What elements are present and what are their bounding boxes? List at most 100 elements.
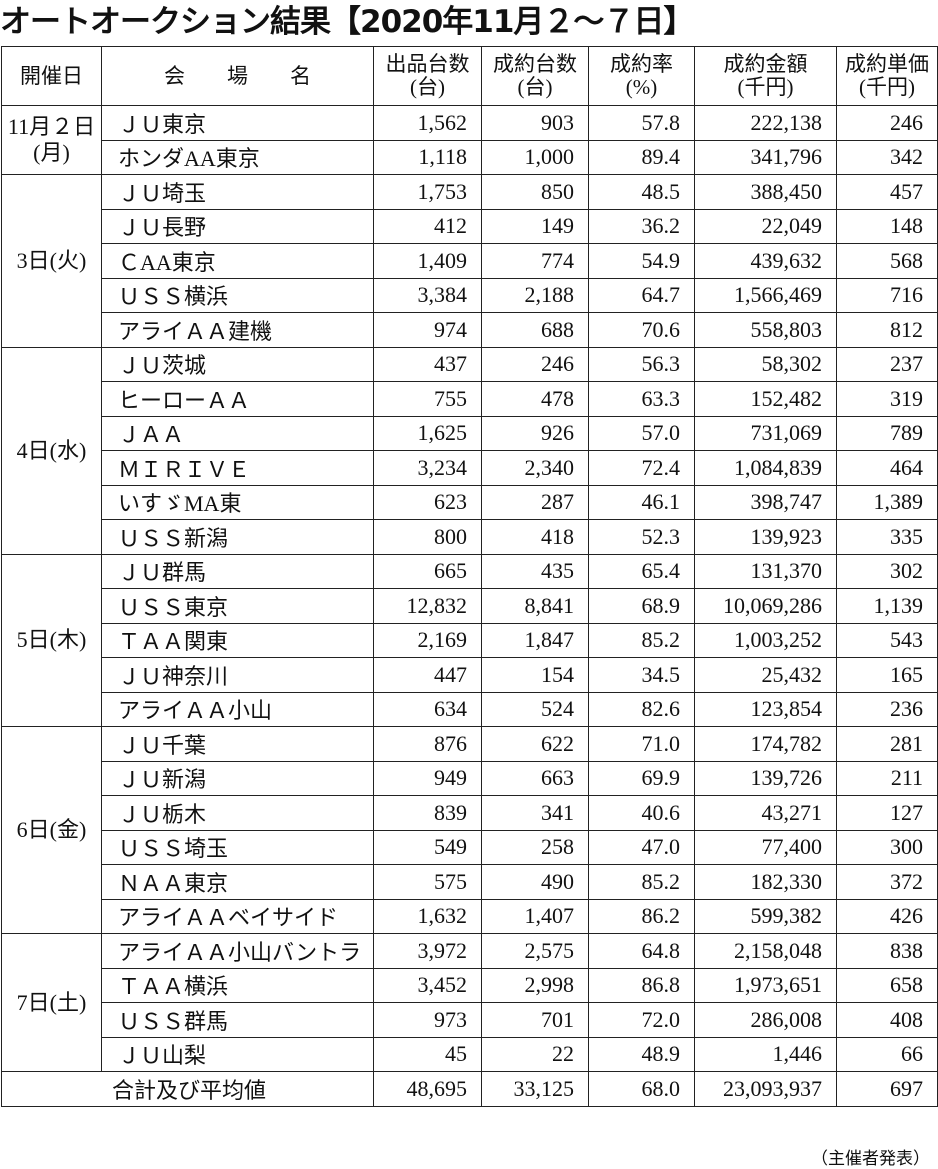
header-sold: 成約台数 (台): [481, 46, 589, 106]
listed-cell: 623: [373, 484, 482, 520]
rate-cell: 89.4: [588, 139, 695, 175]
unit-price-cell: 464: [836, 450, 938, 486]
table-row: ＵＳＳ群馬 973 701 72.0 286,008 408: [2, 1002, 938, 1038]
unit-price-cell: 408: [836, 1002, 938, 1038]
unit-price-cell: 300: [836, 829, 938, 865]
table-row: アライＡＡベイサイド 1,632 1,407 86.2 599,382 426: [2, 898, 938, 934]
rate-cell: 70.6: [588, 312, 695, 348]
header-listed-label: 出品台数: [385, 52, 470, 76]
table-row: ＴＡＡ関東 2,169 1,847 85.2 1,003,252 543: [2, 622, 938, 658]
rate-cell: 71.0: [588, 726, 695, 762]
unit-price-cell: 716: [836, 277, 938, 313]
unit-price-cell: 237: [836, 346, 938, 382]
unit-price-cell: 568: [836, 243, 938, 279]
amount-cell: 599,382: [694, 898, 837, 934]
listed-cell: 1,409: [373, 243, 482, 279]
listed-cell: 634: [373, 691, 482, 727]
table-row: ＪＵ神奈川 447 154 34.5 25,432 165: [2, 657, 938, 693]
header-sold-label: 成約台数: [493, 52, 577, 76]
sold-cell: 246: [481, 346, 589, 382]
date-cell: 4日(水): [1, 346, 102, 555]
rate-cell: 48.9: [588, 1036, 695, 1072]
sold-cell: 903: [481, 105, 589, 141]
amount-cell: 139,923: [694, 519, 837, 555]
header-date: 開催日: [1, 46, 102, 106]
listed-cell: 1,632: [373, 898, 482, 934]
venue-name-cell: アライＡＡ小山バントラ: [101, 933, 374, 969]
unit-price-cell: 457: [836, 174, 938, 210]
sold-cell: 688: [481, 312, 589, 348]
unit-price-cell: 302: [836, 553, 938, 589]
sold-cell: 258: [481, 829, 589, 865]
table-row: 4日(水) ＪＵ茨城 437 246 56.3 58,302 237: [1, 346, 938, 555]
rate-cell: 86.2: [588, 898, 695, 934]
unit-price-cell: 426: [836, 898, 938, 934]
table-row: ＪＵ長野 412 149 36.2 22,049 148: [2, 208, 938, 244]
sold-cell: 341: [481, 795, 589, 831]
date-cell: 11月２日 (月): [1, 105, 102, 175]
listed-cell: 3,234: [373, 450, 482, 486]
unit-price-cell: 658: [836, 967, 938, 1003]
listed-cell: 1,625: [373, 415, 482, 451]
listed-cell: 549: [373, 829, 482, 865]
venue-name-cell: ＪＵ長野: [101, 208, 374, 244]
venue-name-cell: ホンダAA東京: [101, 139, 374, 175]
rate-cell: 72.0: [588, 1002, 695, 1038]
venue-name-cell: ＣAA東京: [101, 243, 374, 279]
amount-cell: 2,158,048: [694, 933, 837, 969]
header-listed-unit: (台): [410, 75, 445, 99]
sold-cell: 287: [481, 484, 589, 520]
rate-cell: 68.9: [588, 588, 695, 624]
sold-cell: 926: [481, 415, 589, 451]
amount-cell: 1,084,839: [694, 450, 837, 486]
table-row: ＪＡＡ 1,625 926 57.0 731,069 789: [2, 415, 938, 451]
header-rate: 成約率 (%): [588, 46, 695, 106]
amount-cell: 123,854: [694, 691, 837, 727]
table-row: ＪＵ山梨 45 22 48.9 1,446 66: [2, 1036, 938, 1072]
rate-cell: 40.6: [588, 795, 695, 831]
listed-cell: 575: [373, 864, 482, 900]
sold-cell: 8,841: [481, 588, 589, 624]
unit-price-cell: 789: [836, 415, 938, 451]
unit-price-cell: 372: [836, 864, 938, 900]
amount-cell: 58,302: [694, 346, 837, 382]
sold-cell: 622: [481, 726, 589, 762]
header-unit-price: 成約単価 (千円): [836, 46, 938, 106]
rate-cell: 56.3: [588, 346, 695, 382]
table-row: ＵＳＳ新潟 800 418 52.3 139,923 335: [2, 519, 938, 555]
listed-cell: 437: [373, 346, 482, 382]
venue-name-cell: ＭＩＲＩＶＥ: [101, 450, 374, 486]
amount-cell: 388,450: [694, 174, 837, 210]
rate-cell: 85.2: [588, 864, 695, 900]
table-row: ＣAA東京 1,409 774 54.9 439,632 568: [2, 243, 938, 279]
rate-cell: 47.0: [588, 829, 695, 865]
header-venue: 会 場 名: [101, 46, 374, 106]
amount-cell: 439,632: [694, 243, 837, 279]
sold-cell: 1,000: [481, 139, 589, 175]
amount-cell: 286,008: [694, 1002, 837, 1038]
date-cell: 3日(火): [1, 174, 102, 348]
rate-cell: 54.9: [588, 243, 695, 279]
rate-cell: 65.4: [588, 553, 695, 589]
table-row: 5日(木) ＪＵ群馬 665 435 65.4 131,370 302: [1, 553, 938, 727]
rate-cell: 36.2: [588, 208, 695, 244]
table-row: 11月２日 (月) ＪＵ東京 1,562 903 57.8 222,138 246: [1, 105, 938, 175]
listed-cell: 12,832: [373, 588, 482, 624]
table-row: アライＡＡ小山 634 524 82.6 123,854 236: [2, 691, 938, 727]
amount-cell: 174,782: [694, 726, 837, 762]
date-label: 7日(土): [16, 989, 87, 1015]
sold-cell: 701: [481, 1002, 589, 1038]
source-note: （主催者発表）: [811, 1149, 930, 1168]
header-amount-unit: (千円): [737, 75, 794, 99]
table-row: 3日(火) ＪＵ埼玉 1,753 850 48.5 388,450 457: [1, 174, 938, 348]
sold-cell: 774: [481, 243, 589, 279]
amount-cell: 1,973,651: [694, 967, 837, 1003]
total-listed: 48,695: [373, 1071, 482, 1107]
listed-cell: 755: [373, 381, 482, 417]
amount-cell: 1,446: [694, 1036, 837, 1072]
unit-price-cell: 1,389: [836, 484, 938, 520]
listed-cell: 2,169: [373, 622, 482, 658]
total-row: 合計及び平均値 48,695 33,125 68.0 23,093,937 69…: [1, 1071, 938, 1107]
total-unit-price: 697: [836, 1071, 938, 1107]
header-unit-price-label: 成約単価: [845, 52, 929, 76]
